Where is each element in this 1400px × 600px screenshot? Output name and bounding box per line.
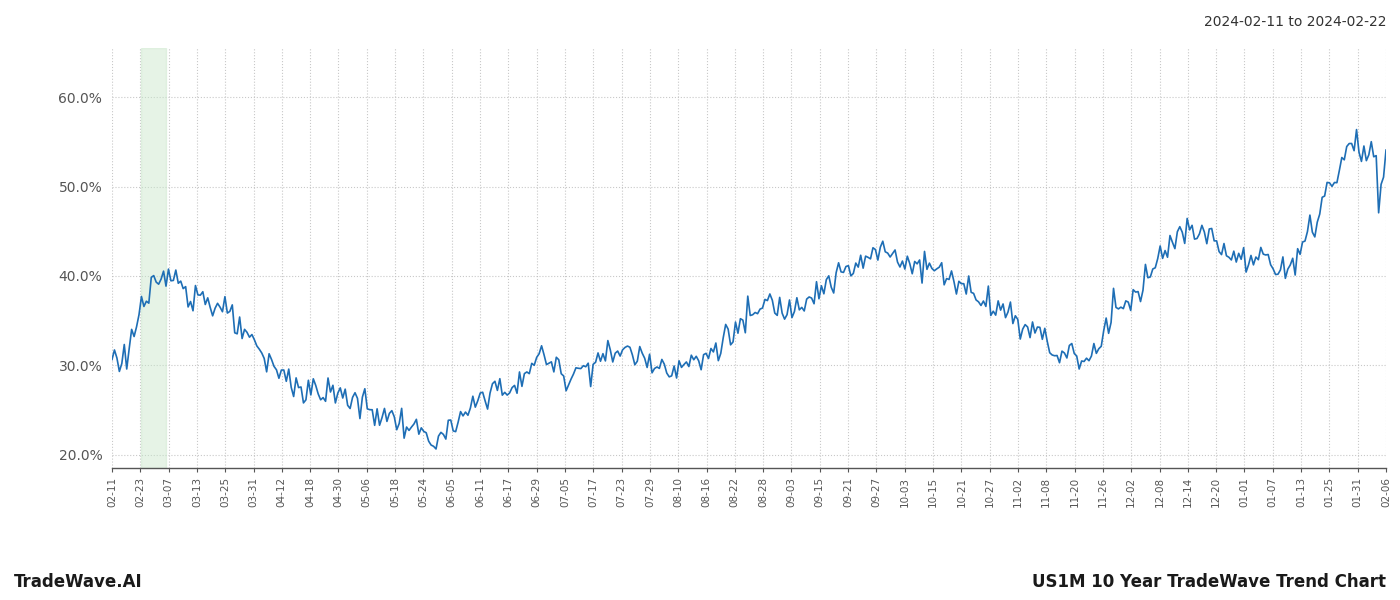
- Bar: [141, 48, 167, 468]
- Text: TradeWave.AI: TradeWave.AI: [14, 573, 143, 591]
- Text: 2024-02-11 to 2024-02-22: 2024-02-11 to 2024-02-22: [1204, 15, 1386, 29]
- Text: US1M 10 Year TradeWave Trend Chart: US1M 10 Year TradeWave Trend Chart: [1032, 573, 1386, 591]
